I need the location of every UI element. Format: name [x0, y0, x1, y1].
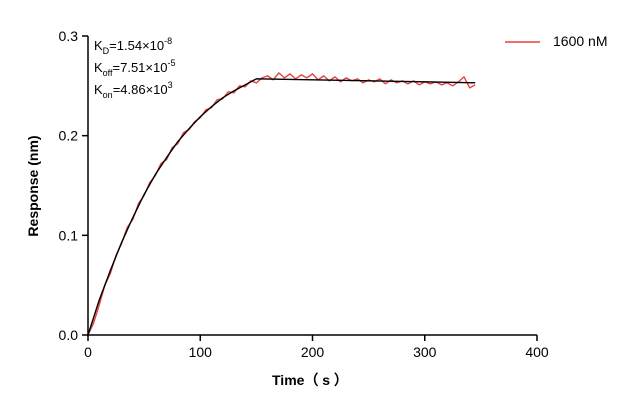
legend-label: 1600 nM	[553, 33, 607, 49]
annotation-subscript: D	[103, 46, 110, 56]
annotation-subscript: off	[103, 68, 113, 78]
y-tick-label: 0.1	[59, 227, 79, 243]
x-tick-label: 400	[525, 344, 549, 360]
x-tick-label: 0	[84, 344, 92, 360]
annotation-text: =7.51×10	[113, 60, 168, 75]
data-line	[87, 72, 476, 336]
annotation-exponent: -5	[167, 58, 175, 68]
y-tick-label: 0.3	[59, 28, 79, 44]
x-tick-label: 200	[301, 344, 325, 360]
x-axis-label: Time（ s ）	[272, 372, 348, 388]
y-axis-label: Response (nm)	[25, 135, 41, 236]
annotation-symbol: K	[94, 82, 103, 97]
annotation-text: =4.86×10	[113, 82, 168, 97]
y-tick-label: 0.2	[59, 128, 79, 144]
data-line	[87, 78, 476, 336]
annotation-symbol: K	[94, 38, 103, 53]
annotation-exponent: 3	[168, 80, 173, 90]
annotation-symbol: K	[94, 60, 103, 75]
annotation: KD=1.54×10-8	[94, 36, 172, 56]
annotation: Kon=4.86×103	[94, 80, 173, 100]
x-tick-label: 100	[189, 344, 213, 360]
annotation: Koff=7.51×10-5	[94, 58, 175, 78]
y-tick-label: 0.0	[59, 327, 79, 343]
annotation-subscript: on	[103, 90, 113, 100]
x-tick-label: 300	[413, 344, 437, 360]
annotation-exponent: -8	[164, 36, 172, 46]
annotation-text: =1.54×10	[109, 38, 164, 53]
